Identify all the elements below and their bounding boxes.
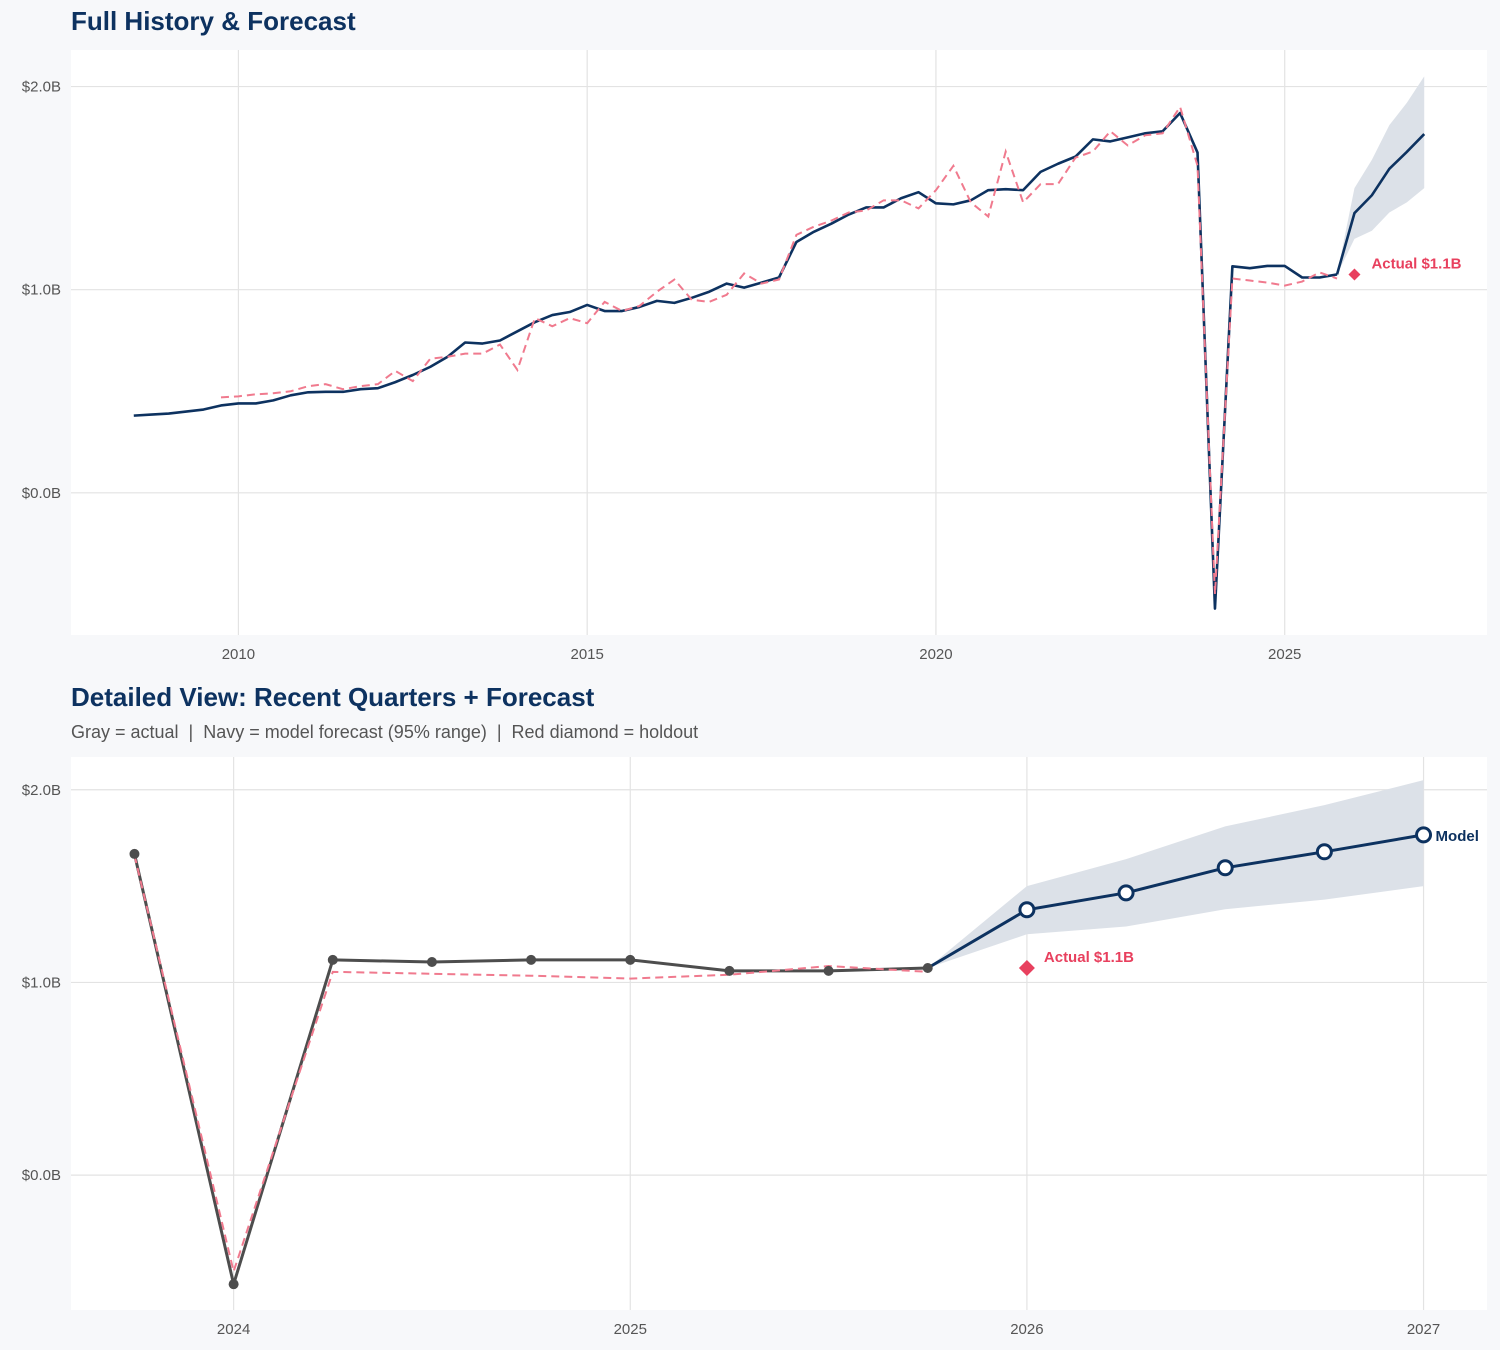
x-tick-label: 2020 xyxy=(919,646,952,663)
actual-point xyxy=(426,957,437,968)
holdout-diamond xyxy=(1018,959,1035,976)
fitted-line xyxy=(220,104,1338,595)
y-tick-label: $0.0B xyxy=(22,1167,61,1184)
actual-point xyxy=(327,954,338,965)
actual-point xyxy=(922,962,933,973)
actual-point xyxy=(129,848,140,859)
actual-point xyxy=(724,965,735,976)
y-tick-label: $1.0B xyxy=(22,974,61,991)
y-tick-label: $1.0B xyxy=(22,282,61,299)
y-tick-label: $2.0B xyxy=(22,79,61,96)
y-tick-label: $0.0B xyxy=(22,485,61,502)
plot-area xyxy=(71,50,1487,635)
forecast-line xyxy=(1335,133,1426,275)
actual-point xyxy=(823,965,834,976)
forecast-point xyxy=(1216,859,1234,877)
full-history-chart: 2010 2015 2020 2025 $0.0B $1.0B $2.0B Actual $1… xyxy=(22,50,1487,663)
forecast-point xyxy=(1117,884,1135,902)
forecast-95-band xyxy=(1337,76,1425,275)
bottom-chart-title: Detailed View: Recent Quarters + Forecas… xyxy=(71,682,595,712)
actual-point xyxy=(625,954,636,965)
x-tick-label: 2015 xyxy=(570,646,603,663)
holdout-label: Actual $1.1B xyxy=(1044,949,1134,966)
bottom-chart-subtitle: Gray = actual | Navy = model forecast (9… xyxy=(71,722,699,742)
x-tick-label: 2025 xyxy=(614,1321,647,1338)
holdout-diamond xyxy=(1348,268,1361,281)
actual-point xyxy=(526,954,537,965)
forecast-point xyxy=(1315,843,1333,861)
x-tick-label: 2024 xyxy=(217,1321,250,1338)
y-tick-label: $2.0B xyxy=(22,782,61,799)
model-label: Model xyxy=(1436,828,1479,845)
actual-point xyxy=(228,1279,239,1290)
holdout-label: Actual $1.1B xyxy=(1371,255,1461,272)
x-tick-label: 2027 xyxy=(1407,1321,1440,1338)
forecast-95-band xyxy=(927,780,1424,968)
x-tick-label: 2026 xyxy=(1010,1321,1043,1338)
top-chart-title: Full History & Forecast xyxy=(71,6,356,36)
fitted-line xyxy=(133,855,928,1276)
x-tick-label: 2025 xyxy=(1268,646,1301,663)
forecast-point xyxy=(1415,826,1433,844)
forecast-point xyxy=(1018,901,1036,919)
x-tick-label: 2010 xyxy=(222,646,255,663)
forecast-line xyxy=(926,833,1424,970)
